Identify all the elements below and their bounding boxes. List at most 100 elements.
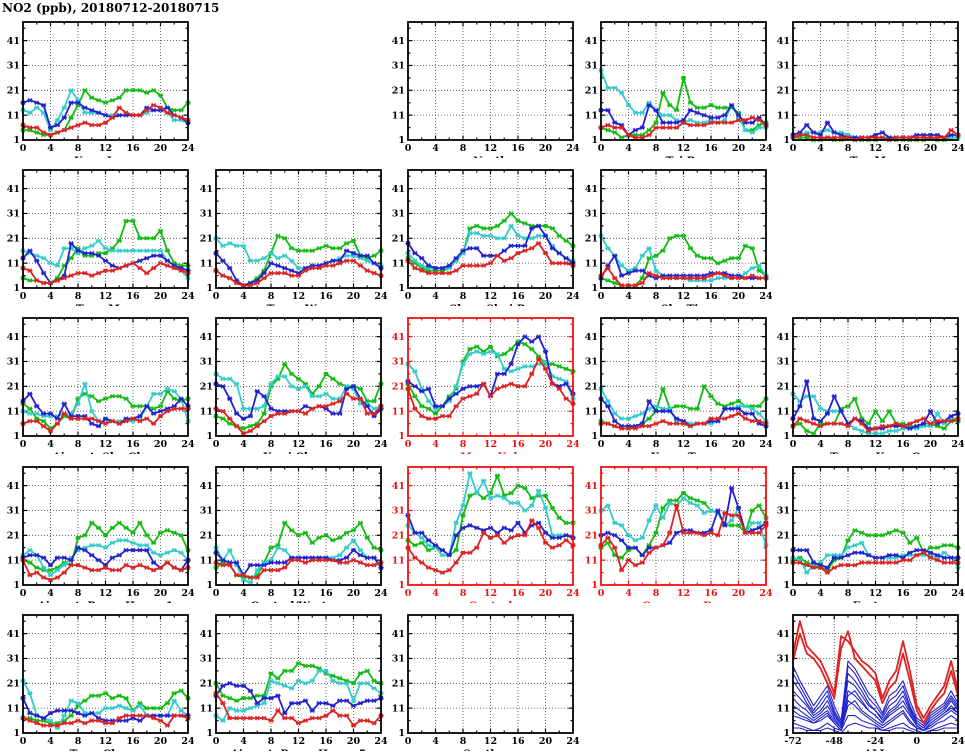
series-blue-2 [792, 700, 959, 732]
axis-ticks [601, 170, 766, 288]
x-tick-label: 4 [47, 143, 54, 154]
y-tick-label: 1 [206, 431, 213, 442]
gridlines [23, 318, 188, 436]
y-tick-label: 21 [200, 679, 213, 690]
y-tick-label: 1 [206, 728, 213, 739]
y-tick-label: 21 [777, 679, 790, 690]
x-tick-label: 24 [951, 439, 965, 450]
y-tick-label: 41 [7, 332, 20, 343]
series-blue-3 [792, 700, 959, 732]
chart-title: Tap Mun [850, 155, 902, 158]
y-tick-label: 21 [777, 531, 790, 542]
series-blue-8 [792, 665, 959, 727]
y-tick-label: 11 [7, 406, 20, 417]
x-tick-label: 24 [181, 291, 195, 302]
chart-title: Mong Kok [460, 451, 521, 454]
x-tick-label: 24 [759, 588, 773, 599]
series-cyan-1 [407, 225, 574, 269]
x-tick-label: 0 [213, 588, 220, 599]
x-tick-label: 0 [213, 736, 220, 747]
plot-box [792, 614, 959, 734]
chart-canvas: 11121314104812162024Tap Mun [777, 21, 965, 167]
chart-canvas: 11121314104812162024Causeway Bay [585, 466, 773, 612]
y-tick-label: 11 [7, 555, 20, 566]
x-tick-label: 8 [653, 143, 660, 154]
chart-yuen-long: 11121314104812162024Yuen Long [0, 10, 195, 167]
x-tick-label: 20 [347, 588, 361, 599]
y-tick-label: 11 [777, 555, 790, 566]
gridlines [793, 318, 958, 436]
x-tick-label: 8 [653, 439, 660, 450]
x-tick-label: 16 [704, 588, 718, 599]
series-markers [20, 695, 191, 723]
series-green-0 [23, 689, 189, 724]
x-tick-label: 8 [75, 291, 82, 302]
x-tick-label: 12 [99, 291, 112, 302]
x-tick-label: 4 [625, 291, 632, 302]
gridlines [216, 170, 381, 288]
x-tick-label: 8 [845, 143, 852, 154]
y-tick-label: 41 [392, 629, 405, 640]
series-blue-1 [792, 715, 959, 734]
gridlines [408, 170, 573, 288]
x-tick-label: 4 [625, 588, 632, 599]
y-tick-label: 1 [591, 135, 598, 146]
axis-ticks [793, 318, 958, 436]
chart-canvas: 11121314104812162024Kwun Tong [585, 317, 773, 463]
x-tick-label: 4 [240, 291, 247, 302]
x-tick-label: 0 [405, 291, 412, 302]
plot-box [407, 614, 574, 734]
x-tick-label: 24 [181, 588, 195, 599]
axis-ticks [216, 170, 381, 288]
x-tick-label: 4 [432, 291, 439, 302]
x-tick-label: 20 [539, 439, 553, 450]
axis-ticks [793, 22, 958, 140]
y-tick-label: 1 [398, 135, 405, 146]
x-tick-label: 8 [653, 588, 660, 599]
y-tick-label: 11 [200, 555, 213, 566]
chart-airport-pump-house-1: 11121314104812162024Airport. Pump House … [0, 455, 195, 612]
x-tick-label: 0 [405, 736, 412, 747]
x-tick-label: 4 [432, 143, 439, 154]
x-tick-label: 20 [732, 588, 746, 599]
chart-sha-tin: 11121314104812162024Sha Tin [578, 158, 773, 315]
x-tick-label: 8 [75, 439, 82, 450]
chart-canvas: 11121314104812162024Yuen Long [7, 21, 195, 167]
series-blue-2 [215, 549, 382, 576]
plot-box [22, 21, 189, 141]
x-tick-label: 24 [951, 736, 965, 747]
y-tick-label: 1 [783, 135, 790, 146]
y-tick-label: 11 [585, 555, 598, 566]
x-tick-label: 20 [539, 736, 553, 747]
chart-canvas: 11121314104812162024Tuen Mun [7, 169, 195, 315]
chart-canvas: 11121314104812162024Central/Western [200, 466, 388, 612]
y-tick-label: 31 [777, 357, 790, 368]
x-tick-label: 0 [20, 588, 27, 599]
y-tick-label: 11 [392, 258, 405, 269]
x-tick-label: 16 [511, 143, 525, 154]
y-tick-label: 1 [206, 283, 213, 294]
y-tick-label: 31 [585, 506, 598, 517]
y-tick-label: 41 [777, 36, 790, 47]
y-tick-label: 21 [392, 531, 405, 542]
x-tick-label: 0 [213, 439, 220, 450]
x-tick-label: 20 [347, 439, 361, 450]
page-title: NO2 (ppb), 20180712-20180715 [2, 1, 220, 15]
y-tick-label: 31 [200, 209, 213, 220]
x-tick-label: 20 [347, 736, 361, 747]
chart-canvas: 11121314104812162024Tai Po [585, 21, 773, 167]
gridlines [216, 615, 381, 733]
x-tick-label: 0 [790, 588, 797, 599]
plot-box [600, 169, 767, 289]
x-tick-label: 4 [432, 588, 439, 599]
chart-tap-mun: 11121314104812162024Tap Mun [770, 10, 965, 167]
